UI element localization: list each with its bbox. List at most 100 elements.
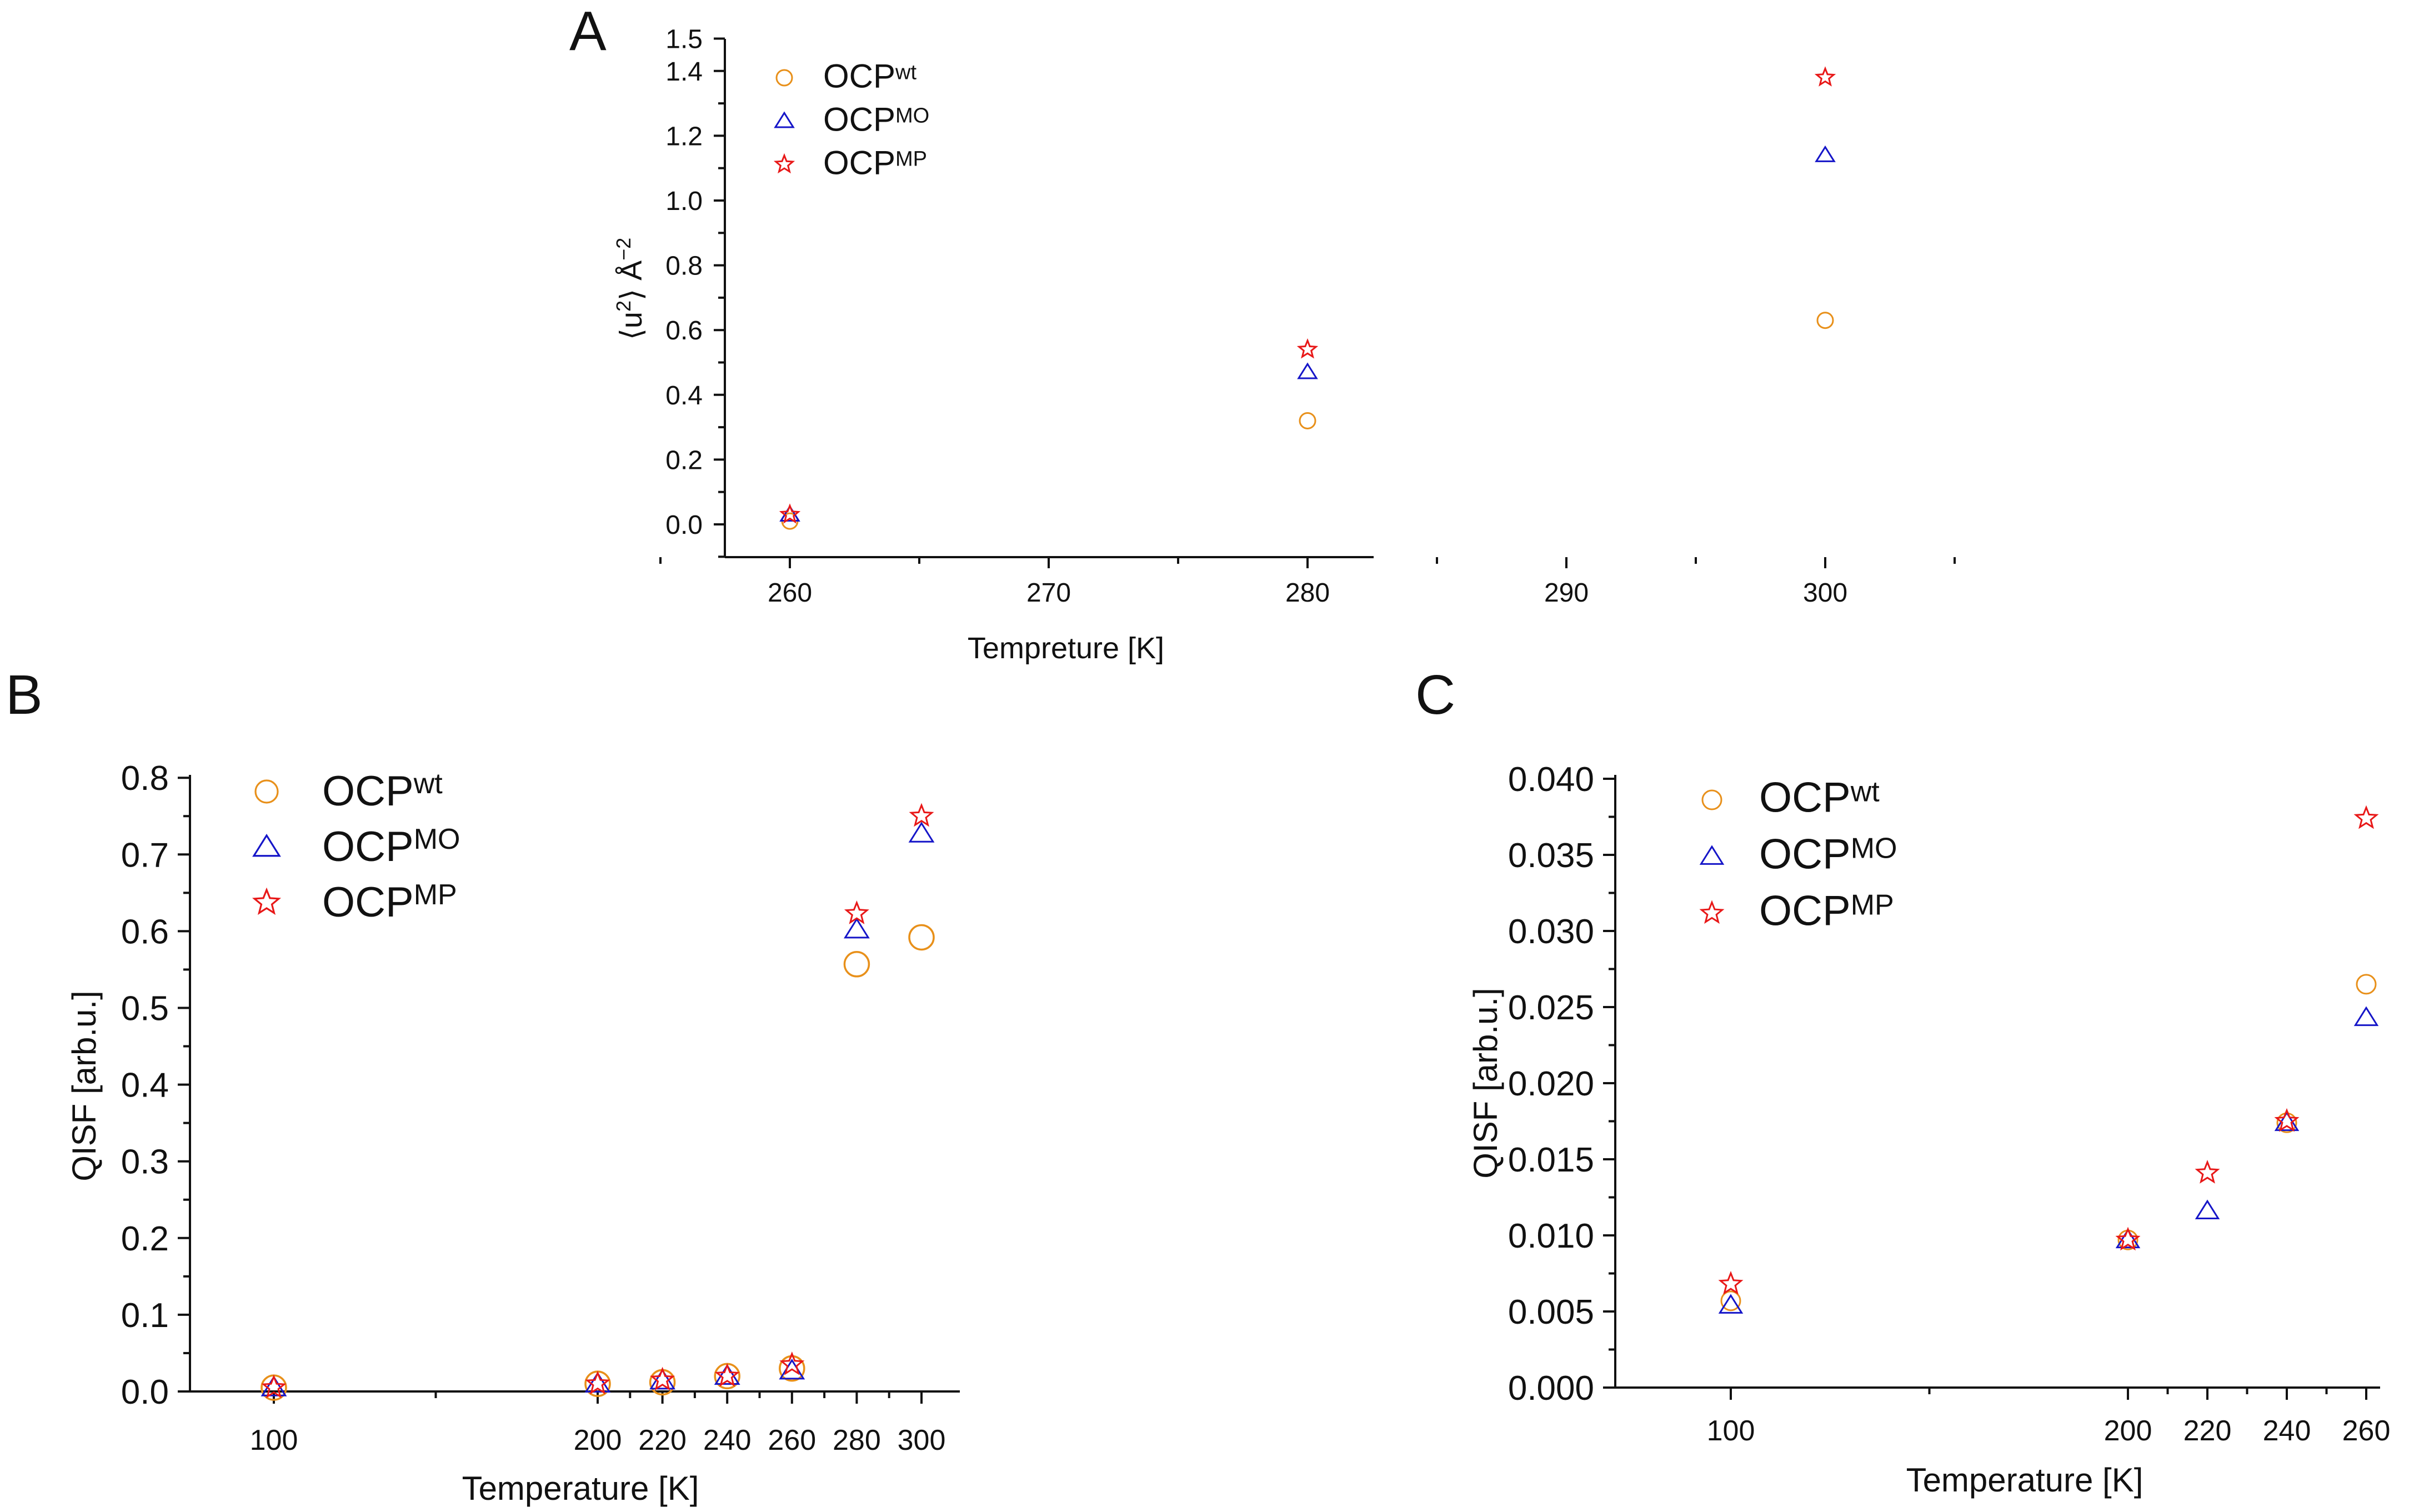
b-y-axis-label: QISF [arb.u.]	[66, 990, 103, 1181]
c-point-mo	[2195, 1199, 2220, 1220]
b-legend-label-mo: OCPMO	[322, 823, 460, 870]
a-y-tick-label: 0.4	[665, 381, 703, 410]
b-point-mo	[261, 1375, 287, 1396]
b-point-mp	[714, 1363, 740, 1387]
b-point-mp	[585, 1370, 610, 1395]
c-point-mp	[1718, 1271, 1744, 1295]
a-y-tick-label: 1.0	[665, 187, 703, 216]
c-point-mo	[1718, 1294, 1744, 1314]
c-legend-marker-mo	[1699, 845, 1725, 865]
c-y-tick-label: 0.010	[1508, 1217, 1594, 1255]
b-x-tick-label: 100	[250, 1424, 298, 1456]
c-legend-label-mo: OCPMO	[1759, 830, 1897, 878]
a-y-tick-label: 1.5	[665, 25, 703, 54]
a-y-tick-label: 1.2	[665, 122, 703, 151]
c-point-wt	[2356, 974, 2377, 995]
c-y-tick-label: 0.035	[1508, 837, 1594, 875]
c-legend-label-wt: OCPwt	[1759, 774, 1880, 821]
a-point-wt	[1816, 312, 1834, 329]
a-legend-marker-mp	[773, 153, 795, 174]
b-point-mo	[908, 822, 935, 843]
c-y-tick-label: 0.040	[1508, 760, 1594, 799]
c-point-mo	[2115, 1228, 2141, 1249]
b-y-tick-label: 0.2	[121, 1220, 169, 1258]
c-point-mp	[2274, 1108, 2300, 1132]
a-x-tick-label: 270	[1026, 578, 1071, 608]
a-point-mp	[1296, 338, 1319, 359]
b-point-mo	[714, 1364, 740, 1385]
c-point-mo	[2353, 1006, 2379, 1027]
b-y-tick-label: 0.0	[121, 1373, 169, 1411]
a-legend-marker-mo	[774, 111, 795, 128]
b-y-tick-label: 0.5	[121, 990, 169, 1028]
c-point-mp	[2115, 1226, 2141, 1251]
c-point-mp	[2353, 805, 2379, 829]
b-x-axis-label: Temperature [K]	[462, 1470, 699, 1507]
c-x-tick-label: 100	[1707, 1415, 1755, 1447]
a-x-tick-label: 280	[1285, 578, 1330, 608]
b-x-tick-label: 260	[768, 1424, 816, 1456]
a-point-wt	[1299, 412, 1316, 429]
a-legend-marker-wt	[775, 69, 793, 87]
b-y-tick-label: 0.1	[121, 1296, 169, 1335]
b-y-tick-label: 0.8	[121, 759, 169, 798]
chart-a: 260 270 280 290 300 0.0 0.2 0.4 0.6 0.8 1.0 1.2 1.4 1…	[612, 25, 1956, 665]
b-x-tick-label: 200	[574, 1424, 622, 1456]
a-x-tick-label: 300	[1803, 578, 1847, 608]
a-point-mp	[1814, 66, 1836, 87]
c-point-wt	[1720, 1290, 1741, 1311]
panel-label-a: A	[569, 0, 607, 62]
b-point-mp	[779, 1351, 805, 1375]
b-point-mp	[650, 1366, 675, 1391]
c-x-tick-label: 260	[2342, 1415, 2391, 1447]
a-x-tick-label: 290	[1544, 578, 1589, 608]
b-y-tick-label: 0.6	[121, 913, 169, 951]
a-point-mo	[1297, 362, 1318, 379]
a-legend-label-mp: OCPMP	[823, 144, 927, 182]
chart-c: 100 200 220 240 260 0.000 0.005 0.010 0.015 0.020…	[1467, 760, 2390, 1499]
b-legend-label-mp: OCPMP	[322, 879, 457, 926]
a-y-tick-label: 0.6	[665, 316, 703, 346]
c-x-tick-label: 220	[2183, 1415, 2232, 1447]
c-x-tick-label: 200	[2104, 1415, 2152, 1447]
chart-b: 100 200 220 240 260 280 300 0.0 0.1 0.2 0.3 0.4 0.5 0…	[66, 759, 960, 1507]
b-x-tick-label: 220	[638, 1424, 687, 1456]
c-y-tick-label: 0.005	[1508, 1293, 1594, 1331]
b-legend-label-wt: OCPwt	[322, 768, 443, 815]
c-y-tick-label: 0.030	[1508, 913, 1594, 951]
a-legend-label-mo: OCPMO	[823, 101, 929, 138]
c-legend-marker-wt	[1701, 789, 1722, 810]
b-point-mo	[584, 1371, 611, 1393]
c-legend-marker-mp	[1699, 900, 1725, 924]
a-point-mp	[779, 503, 801, 524]
a-legend-label-wt: OCPwt	[823, 58, 916, 95]
a-point-mo	[1815, 145, 1836, 162]
a-y-tick-label: 0.8	[665, 252, 703, 281]
b-legend-marker-mp	[252, 887, 282, 915]
b-y-tick-label: 0.4	[121, 1067, 169, 1105]
c-y-tick-label: 0.000	[1508, 1369, 1594, 1408]
a-x-tick-label: 260	[768, 578, 812, 608]
b-point-mo	[843, 917, 870, 939]
b-point-mp	[844, 900, 869, 924]
c-x-axis-label: Temperature [K]	[1906, 1461, 2143, 1499]
c-y-axis-label: QISF [arb.u.]	[1467, 988, 1504, 1178]
c-y-tick-label: 0.020	[1508, 1065, 1594, 1103]
c-x-tick-label: 240	[2263, 1415, 2311, 1447]
a-y-tick-label: 0.2	[665, 445, 703, 475]
b-point-wt	[908, 924, 935, 951]
b-legend-marker-mo	[252, 833, 281, 857]
b-legend-marker-wt	[254, 779, 279, 804]
a-y-tick-label: 0.0	[665, 510, 703, 540]
c-y-tick-label: 0.025	[1508, 989, 1594, 1027]
b-point-mp	[909, 803, 934, 827]
b-point-mp	[261, 1374, 287, 1399]
c-y-tick-label: 0.015	[1508, 1141, 1594, 1179]
c-legend-label-mp: OCPMP	[1759, 887, 1894, 934]
a-y-tick-label: 1.4	[665, 57, 703, 87]
b-x-tick-label: 300	[898, 1424, 946, 1456]
b-point-wt	[779, 1355, 805, 1382]
c-point-mp	[2195, 1160, 2220, 1184]
panel-label-b: B	[6, 664, 43, 726]
